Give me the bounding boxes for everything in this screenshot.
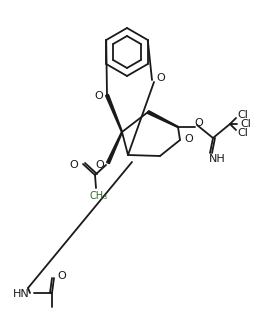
Text: HN: HN bbox=[13, 289, 29, 299]
Text: Cl: Cl bbox=[237, 128, 248, 138]
Text: CH₃: CH₃ bbox=[90, 191, 108, 201]
Text: Cl: Cl bbox=[240, 119, 251, 129]
Text: O: O bbox=[70, 160, 78, 170]
Text: NH: NH bbox=[209, 154, 225, 164]
Polygon shape bbox=[106, 94, 122, 132]
Text: O: O bbox=[95, 91, 103, 101]
Text: O: O bbox=[58, 271, 66, 281]
Polygon shape bbox=[147, 111, 178, 127]
Text: O: O bbox=[157, 73, 165, 83]
Text: O: O bbox=[96, 160, 104, 170]
Text: O: O bbox=[195, 118, 203, 128]
Text: O: O bbox=[185, 134, 193, 144]
Text: Cl: Cl bbox=[237, 110, 248, 120]
Polygon shape bbox=[107, 132, 122, 164]
